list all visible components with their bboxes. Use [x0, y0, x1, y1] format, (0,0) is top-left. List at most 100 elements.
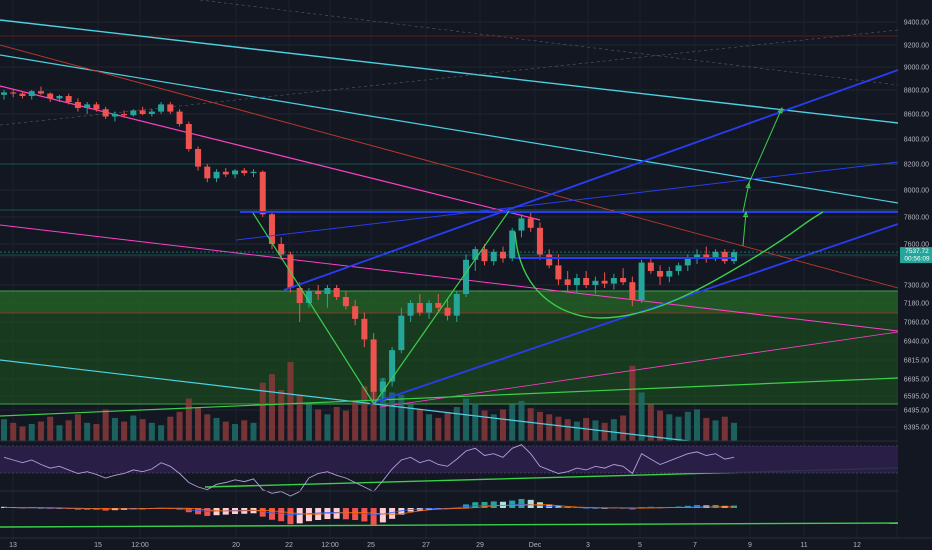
volume-bar-31 — [287, 362, 294, 441]
volume-bar-54 — [499, 409, 506, 441]
zones — [0, 35, 898, 405]
volume-bar-28 — [259, 382, 266, 441]
blue-channel-upper — [283, 69, 899, 291]
volume-bar-12 — [111, 417, 118, 441]
volume-bar-52 — [481, 410, 488, 441]
magenta-trendline-fan — [379, 331, 899, 408]
last-price-tag — [900, 247, 932, 264]
candle-body-16 — [148, 111, 155, 114]
date-tick-label: 5 — [638, 542, 642, 549]
volume-bar-44 — [407, 404, 414, 441]
candle-body-14 — [130, 110, 137, 116]
price-tick-label: 6815.00 — [904, 358, 929, 365]
candle-body-20 — [185, 124, 192, 149]
macd-hist-bar-57 — [527, 499, 534, 508]
macd-hist-bar-31 — [287, 508, 294, 525]
volume-bar-5 — [47, 416, 54, 441]
volume-bar-4 — [37, 421, 44, 441]
date-tick-label: 13 — [9, 542, 17, 549]
volume-bar-51 — [472, 403, 479, 441]
macd-hist-bar-40 — [370, 508, 377, 525]
volume-bar-16 — [148, 422, 155, 441]
dotted-line-lower — [199, 0, 899, 86]
date-tick-label: Dec — [529, 542, 542, 549]
time-axis[interactable]: 13 15 12:00 20 22 12:00 25 27 29 Dec 3 5 7 9 11 12 — [0, 537, 932, 550]
target-arrow-3-head — [777, 106, 783, 114]
countdown-label: 00:56:09 — [904, 256, 930, 263]
date-tick-label: 12 — [853, 542, 861, 549]
macd-hist-bar-52 — [481, 502, 488, 508]
volume-bar-68 — [629, 365, 636, 441]
candle-body-8 — [74, 102, 81, 108]
volume-bar-72 — [666, 414, 673, 441]
volume-bar-58 — [536, 411, 543, 441]
target-arrow-1-head — [742, 210, 749, 218]
volume-bar-75 — [694, 409, 701, 441]
macd-hist-bar-54 — [499, 501, 506, 508]
candle-body-78 — [721, 251, 728, 262]
candle-body-65 — [601, 280, 608, 284]
volume-bar-47 — [435, 417, 442, 441]
candle-body-51 — [472, 249, 479, 260]
candle-body-2 — [19, 93, 26, 96]
target-arrow-3 — [748, 107, 783, 184]
candle-body-43 — [398, 315, 405, 351]
macd-signal-line — [3, 504, 735, 515]
green-zone-upper — [0, 291, 898, 313]
volume-bar-62 — [573, 421, 580, 441]
candle-body-53 — [490, 251, 497, 262]
volume-bar-24 — [222, 421, 229, 441]
volume-bar-57 — [527, 408, 534, 441]
candle-body-47 — [435, 303, 442, 308]
candle-body-18 — [167, 104, 174, 112]
candle-body-42 — [389, 350, 396, 382]
volume-bar-17 — [158, 425, 165, 441]
candle-body-45 — [416, 303, 423, 313]
candles — [0, 86, 738, 404]
volume-bar-20 — [185, 398, 192, 441]
candle-body-59 — [546, 254, 553, 266]
date-tick-label: 9 — [748, 542, 752, 549]
macd-pane: 0.00-200.00 — [0, 490, 932, 529]
price-tick-label: 9200.00 — [904, 43, 929, 50]
candle-body-30 — [278, 244, 285, 255]
volume-bar-9 — [84, 422, 91, 441]
macd-hist-bar-28 — [259, 508, 266, 517]
candle-body-79 — [730, 252, 738, 262]
price-tick-label: 8600.00 — [904, 112, 929, 119]
volume-bar-64 — [592, 420, 599, 441]
candle-body-61 — [564, 279, 571, 285]
candle-body-3 — [28, 91, 35, 96]
last-price-label: 7537.72 — [905, 248, 929, 255]
date-tick-label: 29 — [476, 542, 484, 549]
price-tick-label: 7300.00 — [904, 283, 929, 290]
macd-hist-bar-21 — [195, 508, 202, 515]
volume-bar-13 — [121, 421, 128, 441]
cyan-trendline-top — [0, 19, 899, 124]
macd-hist-bar-56 — [518, 499, 525, 508]
volume-bar-0 — [0, 419, 8, 441]
volume-bar-18 — [167, 416, 174, 441]
candle-body-58 — [536, 227, 543, 255]
candle-body-50 — [463, 259, 470, 294]
candle-body-39 — [361, 318, 368, 340]
candle-body-44 — [407, 303, 414, 316]
macd-hist-bar-43 — [398, 508, 405, 515]
candle-body-24 — [222, 171, 229, 175]
macd-hist-bar-41 — [379, 508, 386, 523]
candle-body-15 — [139, 110, 146, 114]
candle-body-73 — [675, 265, 682, 271]
volume-bar-39 — [361, 386, 368, 441]
candle-body-10 — [93, 104, 100, 110]
volume-bar-33 — [305, 404, 312, 441]
candle-body-0 — [0, 92, 8, 95]
time-axis-bg — [0, 538, 932, 550]
macd-hist-bar-58 — [536, 502, 543, 508]
candle-body-69 — [638, 262, 645, 300]
blue-thin-line-a — [235, 161, 899, 241]
volume-bar-26 — [241, 420, 248, 441]
volume-bar-2 — [19, 426, 26, 441]
